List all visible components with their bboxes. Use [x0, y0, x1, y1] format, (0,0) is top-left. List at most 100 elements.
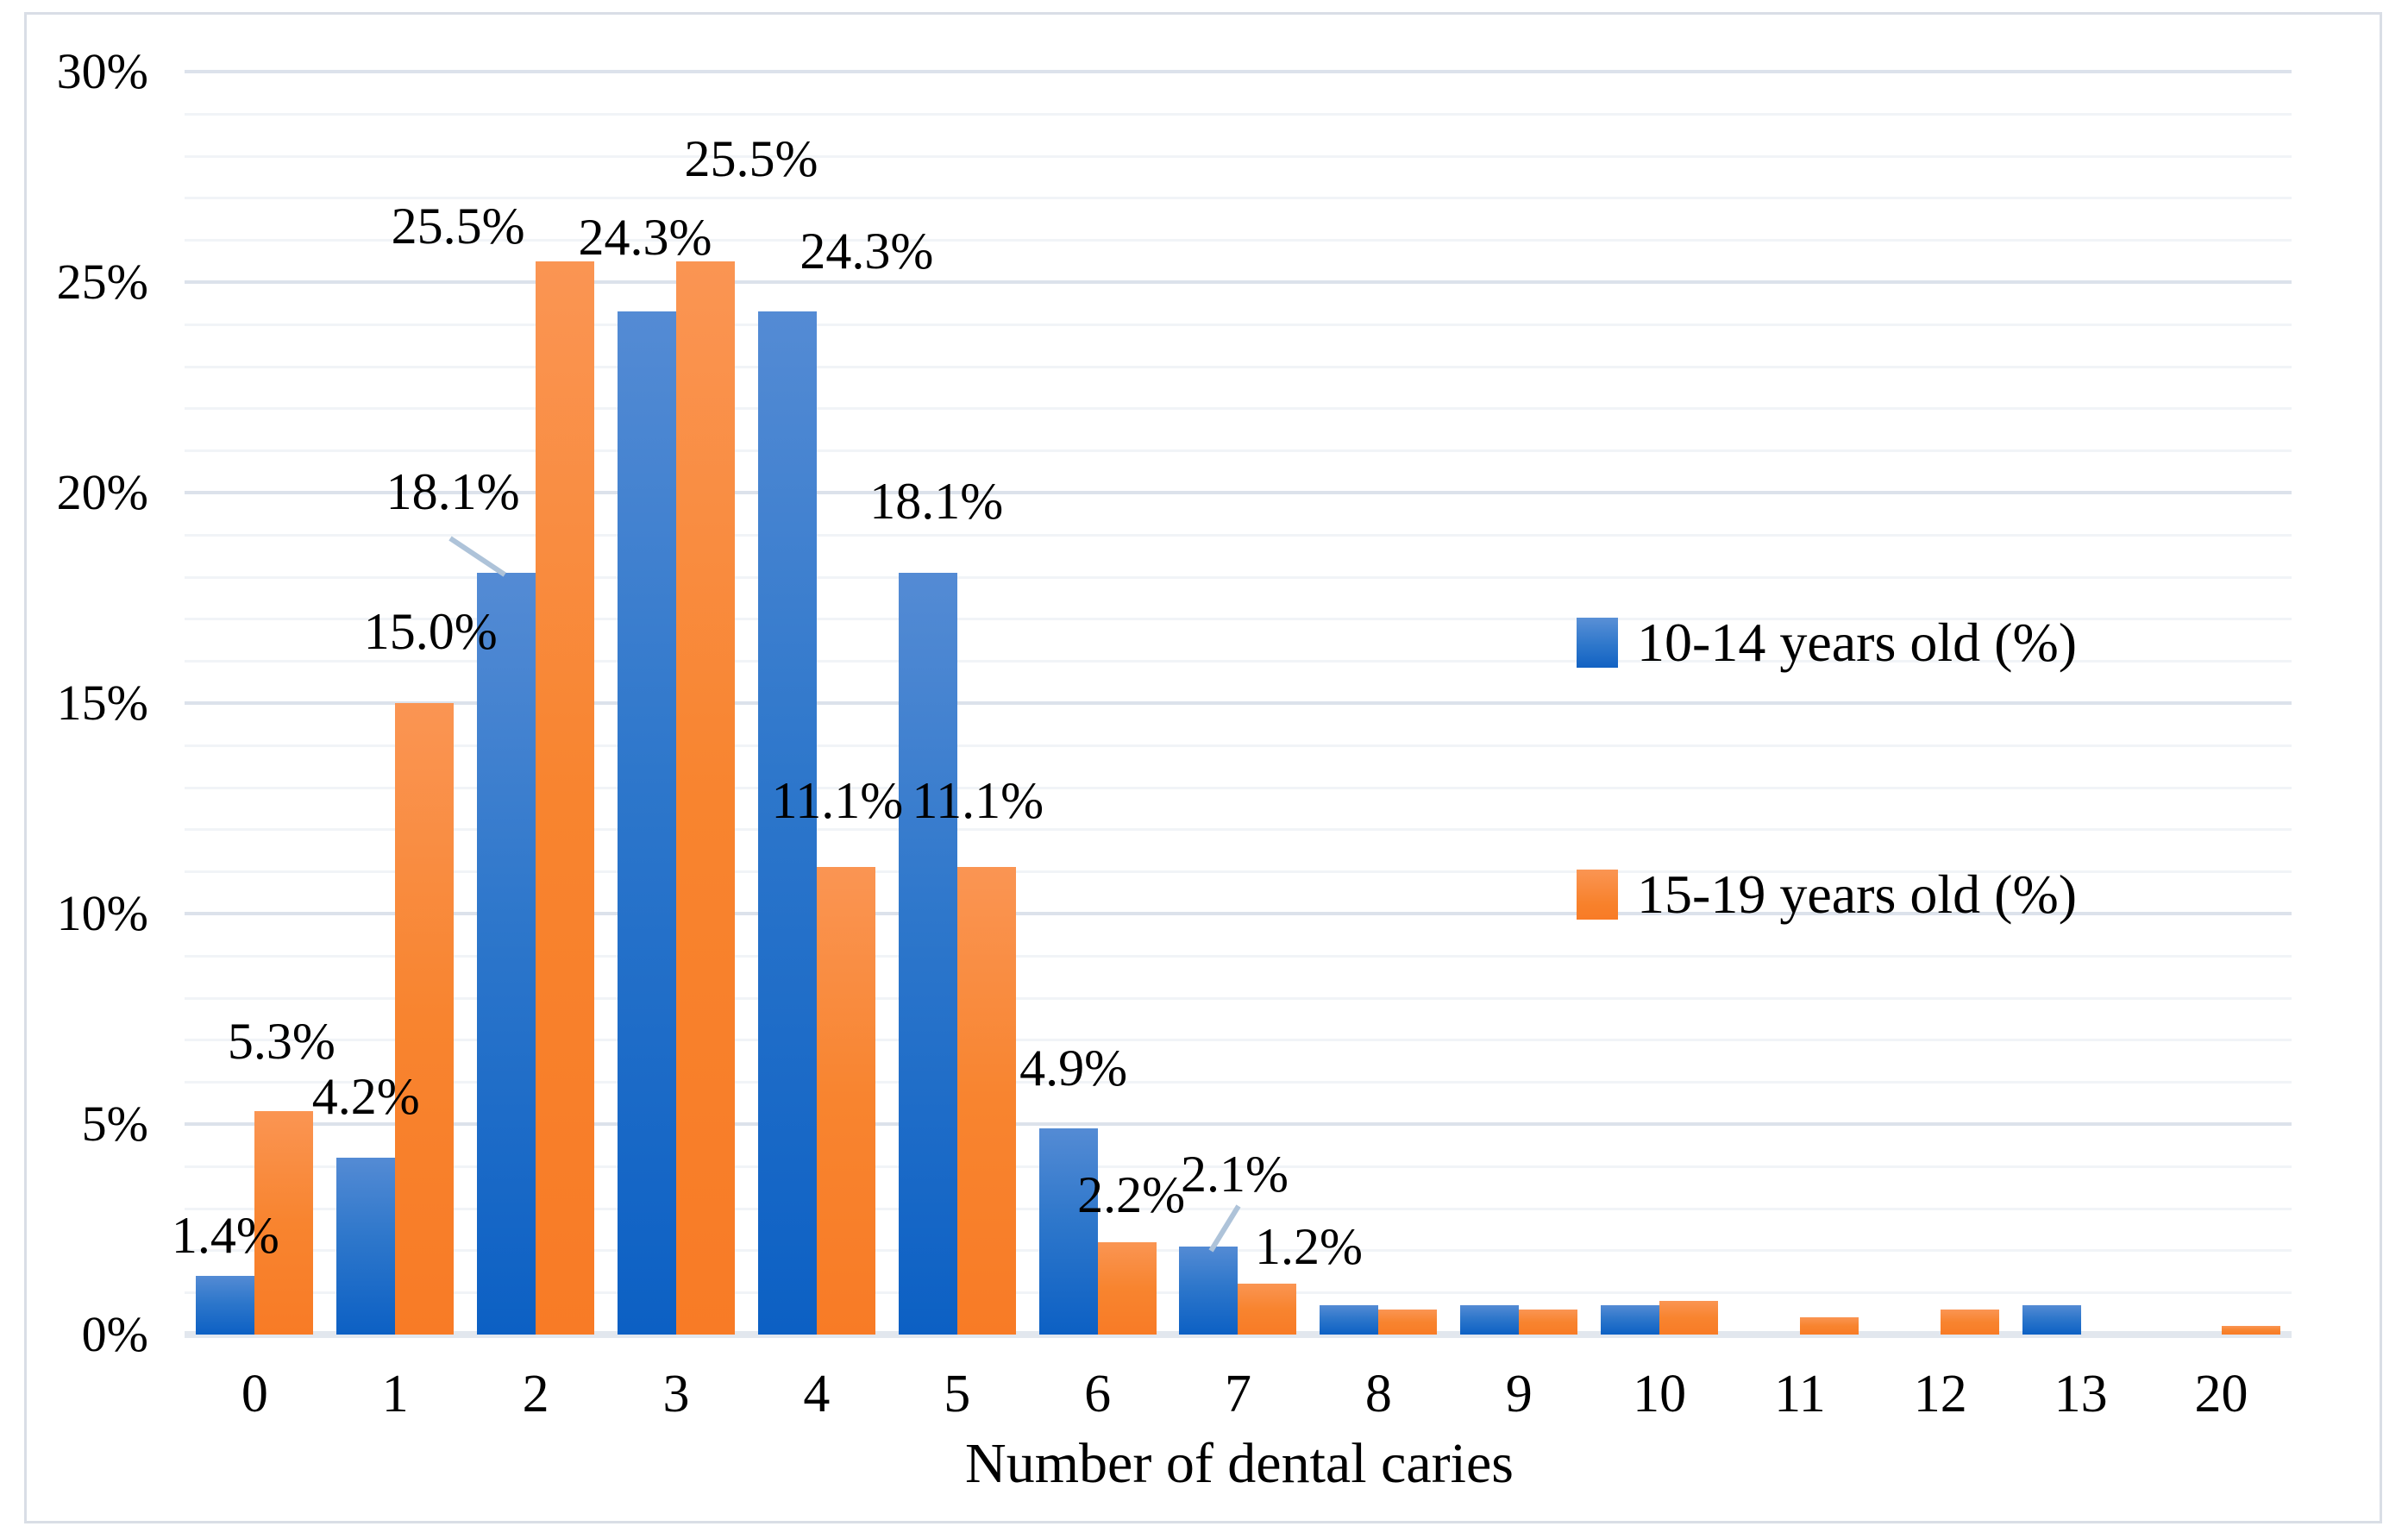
bar-orange-cat-0: [254, 1111, 314, 1335]
x-tick-label-12: 12: [1913, 1365, 1967, 1423]
x-tick-label-4: 4: [803, 1365, 831, 1423]
bar-orange-cat-11: [1799, 1317, 1859, 1335]
orange-legend-swatch-icon: [1577, 870, 1618, 920]
bar-blue-cat-5: [898, 572, 957, 1335]
bar-blue-cat-7: [1179, 1246, 1238, 1335]
bar-orange-cat-5: [956, 867, 1016, 1335]
x-axis-baseline: [185, 1331, 2292, 1338]
minor-gridline-21pct: [185, 449, 2292, 453]
minor-gridline-2pct: [185, 1249, 2292, 1253]
bar-orange-cat-20: [2221, 1326, 2280, 1335]
data-label-cat-7-orange: 1.2%: [1254, 1218, 1363, 1276]
x-tick-label-11: 11: [1774, 1365, 1826, 1423]
legend-item-15-19: 15-19 years old (%): [1577, 866, 2077, 923]
major-gridline-15pct: [185, 701, 2292, 705]
bar-blue-cat-6: [1038, 1128, 1098, 1335]
x-tick-label-13: 13: [2054, 1365, 2108, 1423]
major-gridline-20pct: [185, 491, 2292, 494]
y-tick-label-0%: 0%: [81, 1306, 148, 1362]
bar-orange-cat-7: [1238, 1284, 1297, 1335]
bar-blue-cat-0: [196, 1275, 255, 1335]
bar-blue-cat-10: [1601, 1304, 1660, 1335]
minor-gridline-26pct: [185, 239, 2292, 242]
bar-orange-cat-2: [536, 261, 595, 1335]
minor-gridline-4pct: [185, 1165, 2292, 1168]
major-gridline-10pct: [185, 912, 2292, 915]
major-gridline-30pct: [185, 70, 2292, 73]
x-axis-title: Number of dental caries: [965, 1432, 1514, 1495]
data-label-cat-5-blue: 18.1%: [869, 472, 1004, 530]
x-tick-label-1: 1: [381, 1365, 409, 1423]
x-tick-label-3: 3: [662, 1365, 690, 1423]
major-gridline-25pct: [185, 280, 2292, 284]
bar-blue-cat-4: [757, 311, 817, 1335]
x-tick-label-8: 8: [1364, 1365, 1392, 1423]
y-tick-label-5%: 5%: [81, 1096, 148, 1152]
bar-orange-cat-8: [1378, 1309, 1438, 1335]
minor-gridline-9pct: [185, 954, 2292, 958]
data-label-cat-0-orange: 5.3%: [227, 1013, 335, 1071]
data-label-cat-6-blue: 4.9%: [1019, 1039, 1128, 1096]
bar-orange-cat-4: [816, 867, 875, 1335]
minor-gridline-28pct: [185, 154, 2292, 158]
minor-gridline-22pct: [185, 407, 2292, 411]
bar-blue-cat-3: [618, 311, 676, 1335]
data-label-cat-1-orange: 15.0%: [363, 603, 498, 660]
data-label-cat-5-orange: 11.1%: [912, 772, 1044, 830]
minor-gridline-23pct: [185, 365, 2292, 368]
minor-gridline-11pct: [185, 870, 2292, 874]
blue-legend-swatch-icon: [1577, 618, 1618, 668]
minor-gridline-29pct: [185, 112, 2292, 116]
data-label-cat-7-blue: 2.1%: [1180, 1145, 1289, 1203]
bar-orange-cat-10: [1659, 1300, 1719, 1335]
y-tick-label-25%: 25%: [56, 254, 148, 310]
minor-gridline-24pct: [185, 323, 2292, 326]
minor-gridline-19pct: [185, 533, 2292, 537]
bar-blue-cat-1: [336, 1158, 396, 1335]
data-label-cat-2-blue: 18.1%: [386, 462, 520, 520]
minor-gridline-12pct: [185, 828, 2292, 832]
x-tick-label-10: 10: [1633, 1365, 1687, 1423]
bar-orange-cat-3: [676, 261, 735, 1335]
minor-gridline-14pct: [185, 744, 2292, 747]
minor-gridline-6pct: [185, 1081, 2292, 1084]
minor-gridline-7pct: [185, 1039, 2292, 1042]
y-tick-label-20%: 20%: [56, 464, 148, 520]
minor-gridline-13pct: [185, 786, 2292, 789]
data-label-cat-4-blue: 24.3%: [800, 223, 934, 280]
x-tick-label-20: 20: [2194, 1365, 2248, 1423]
minor-gridline-16pct: [185, 660, 2292, 663]
x-tick-label-7: 7: [1224, 1365, 1251, 1423]
data-label-cat-1-blue: 4.2%: [311, 1068, 420, 1126]
data-label-cat-2-orange: 25.5%: [391, 197, 525, 254]
minor-gridline-8pct: [185, 996, 2292, 1000]
x-tick-label-5: 5: [944, 1365, 971, 1423]
major-gridline-5pct: [185, 1122, 2292, 1126]
x-tick-label-0: 0: [241, 1365, 268, 1423]
bar-blue-cat-9: [1460, 1304, 1520, 1335]
x-tick-label-6: 6: [1084, 1365, 1112, 1423]
minor-gridline-27pct: [185, 197, 2292, 200]
data-label-cat-6-orange: 2.2%: [1077, 1165, 1186, 1223]
legend-item-10-14: 10-14 years old (%): [1577, 614, 2077, 671]
data-label-cat-3-orange: 25.5%: [684, 129, 818, 187]
bar-orange-cat-12: [1940, 1309, 1999, 1335]
data-label-cat-3-blue: 24.3%: [578, 209, 712, 267]
legend-label: 15-19 years old (%): [1637, 864, 2078, 925]
bar-blue-cat-13: [2022, 1304, 2081, 1335]
bar-orange-cat-1: [395, 703, 455, 1335]
data-label-cat-0-blue: 1.4%: [171, 1206, 279, 1264]
bar-blue-cat-8: [1320, 1304, 1379, 1335]
x-tick-label-2: 2: [522, 1365, 549, 1423]
minor-gridline-17pct: [185, 618, 2292, 621]
bar-blue-cat-2: [477, 572, 536, 1335]
bar-orange-cat-9: [1519, 1309, 1578, 1335]
x-tick-label-9: 9: [1505, 1365, 1533, 1423]
legend-label: 10-14 years old (%): [1637, 612, 2078, 673]
minor-gridline-18pct: [185, 575, 2292, 579]
y-tick-label-15%: 15%: [56, 675, 148, 731]
y-tick-label-30%: 30%: [56, 43, 148, 99]
y-tick-label-10%: 10%: [56, 885, 148, 941]
data-label-cat-4-orange: 11.1%: [771, 772, 904, 830]
